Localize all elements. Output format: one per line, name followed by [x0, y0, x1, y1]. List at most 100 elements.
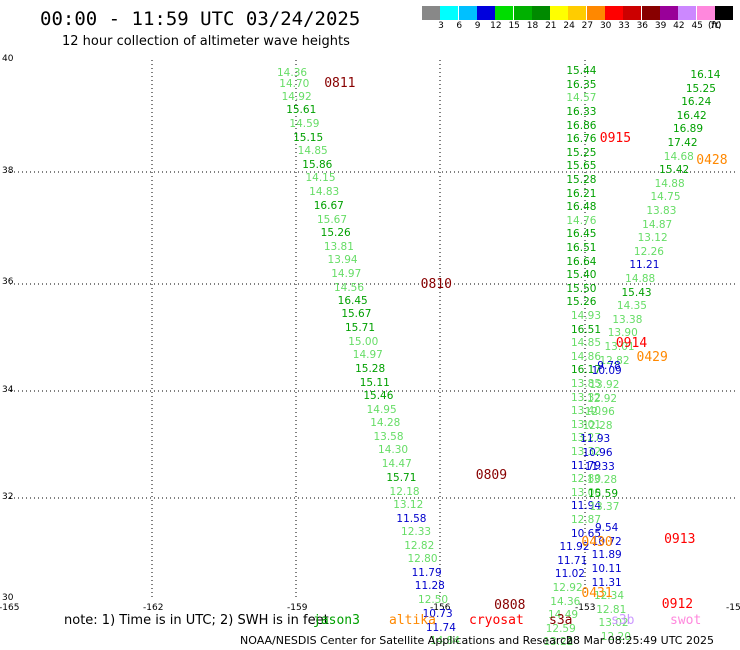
satellite-label: altika — [389, 613, 436, 628]
swh-value: 15.65 — [566, 160, 597, 173]
swh-value: 14.57 — [566, 92, 597, 105]
swh-value: 13.27 — [570, 432, 602, 445]
note-text: note: 1) Time is in UTC; 2) SWH is in fe… — [64, 613, 329, 628]
swh-value: 15.67 — [341, 308, 372, 321]
swh-value: 12.87 — [570, 513, 602, 526]
swh-value: 11.94 — [570, 500, 602, 513]
legend-value: 45 — [691, 21, 703, 31]
swh-value: 17.42 — [667, 136, 698, 149]
swh-value: 13.83 — [646, 204, 677, 217]
swh-value: 15.28 — [355, 362, 386, 375]
swh-value: 9.54 — [594, 522, 619, 535]
swh-value: 13.01 — [604, 340, 635, 353]
swh-value: 16.17 — [570, 364, 602, 377]
swh-value: 16.67 — [313, 199, 344, 212]
swh-value: 15.43 — [621, 286, 652, 299]
swh-value: 13.58 — [373, 431, 404, 444]
lon-tick-label: -15 — [726, 603, 740, 613]
swh-value: 12.28 — [582, 419, 613, 432]
pass-time-label: 0912 — [661, 597, 694, 613]
swh-value: 16.76 — [566, 133, 597, 146]
lon-tick-label: -153 — [575, 603, 596, 613]
swh-value: 11.31 — [591, 576, 622, 589]
swh-value: 15.67 — [316, 213, 348, 226]
legend-swatch — [458, 6, 477, 20]
swh-value: 14.59 — [289, 118, 320, 131]
swh-value: 12.59 — [545, 622, 576, 635]
swh-value: 14.35 — [616, 300, 647, 313]
swh-value: 16.21 — [566, 187, 597, 200]
swh-value: 14.76 — [566, 214, 597, 227]
swh-value: 16.24 — [681, 96, 712, 109]
swh-value: 14.56 — [333, 281, 365, 294]
legend-value: 36 — [636, 21, 649, 31]
swh-value: 16.86 — [566, 119, 597, 132]
swh-value: 15.50 — [566, 282, 597, 295]
swh-value: 15.44 — [566, 65, 597, 78]
legend-value: 3 — [438, 21, 444, 31]
swh-value: 14.15 — [305, 172, 336, 185]
swh-value: 13.00 — [570, 486, 602, 499]
swh-value: 10.11 — [591, 562, 622, 575]
swh-value: 16.35 — [566, 78, 597, 91]
swh-value: 12.82 — [599, 354, 630, 367]
pass-time-label: 0431 — [581, 586, 613, 602]
swh-value: 15.26 — [320, 226, 351, 239]
legend-value: 39 — [654, 21, 667, 31]
swh-value: 15.40 — [566, 269, 597, 282]
swh-value: 13.32 — [570, 445, 602, 458]
swh-value: 14.49 — [548, 609, 579, 622]
swh-value: 14.93 — [570, 309, 602, 322]
swh-value: 13.28 — [587, 474, 618, 487]
swh-value: 13.12 — [637, 232, 668, 245]
lat-tick-label: 40 — [2, 54, 14, 64]
swh-value: 13.32 — [570, 391, 602, 404]
swh-value: 13.40 — [570, 405, 602, 418]
swh-value: 11.71 — [557, 554, 588, 567]
legend-value: 27 — [581, 21, 594, 31]
swh-value: 16.51 — [570, 323, 602, 336]
swh-value: 14.70 — [279, 77, 310, 90]
swh-value: 11.92 — [559, 541, 590, 554]
swh-value: 15.26 — [566, 296, 597, 309]
footer-timestamp: 28 Mar 08:25:49 UTC 2025 — [566, 634, 714, 647]
swh-value: 16.64 — [566, 255, 597, 268]
swh-value: 14.28 — [370, 417, 401, 430]
swh-value: 11.28 — [414, 580, 445, 593]
swh-value: 11.79 — [411, 567, 442, 580]
swh-value: 15.59 — [587, 487, 619, 500]
swh-value: 15.71 — [386, 472, 417, 485]
swh-value: 14.92 — [281, 91, 312, 104]
legend-swatch — [605, 6, 623, 20]
pass-time-label: 0914 — [615, 336, 648, 352]
swh-value: 13.01 — [570, 418, 602, 431]
legend-swatch — [476, 6, 495, 20]
legend-value: 15 — [508, 21, 520, 31]
swh-value: 13.94 — [327, 253, 358, 266]
swh-value: 9.78 — [597, 360, 621, 372]
legend-swatch — [714, 6, 733, 20]
pass-time-label: 0811 — [324, 76, 356, 92]
swh-value: 10.65 — [570, 527, 602, 540]
swh-value: 14.36 — [277, 66, 308, 79]
pass-time-label: 0430 — [581, 534, 613, 550]
swh-value: 14.47 — [381, 458, 412, 471]
satellite-label: jason3 — [313, 613, 360, 628]
legend-value: 6 — [456, 21, 463, 31]
swh-value: 10.72 — [591, 535, 622, 548]
swh-value: 14.88 — [625, 272, 656, 285]
swh-value: 14.83 — [309, 185, 340, 198]
legend-value: 42 — [673, 21, 685, 31]
legend-swatch — [422, 6, 440, 20]
legend-swatch — [641, 6, 660, 20]
lat-tick-label: 36 — [2, 277, 14, 287]
satellite-label: s3a — [549, 613, 573, 628]
swh-value: 12.50 — [418, 594, 449, 607]
swh-value: 15.11 — [359, 376, 390, 389]
swh-value: 14.75 — [650, 191, 681, 204]
legend-value: 30 — [599, 21, 612, 31]
swh-value: 16.45 — [337, 294, 368, 307]
legend-value: 21 — [545, 21, 557, 31]
swh-value: 11.79 — [570, 459, 602, 472]
legend-value: 70 — [709, 21, 722, 31]
